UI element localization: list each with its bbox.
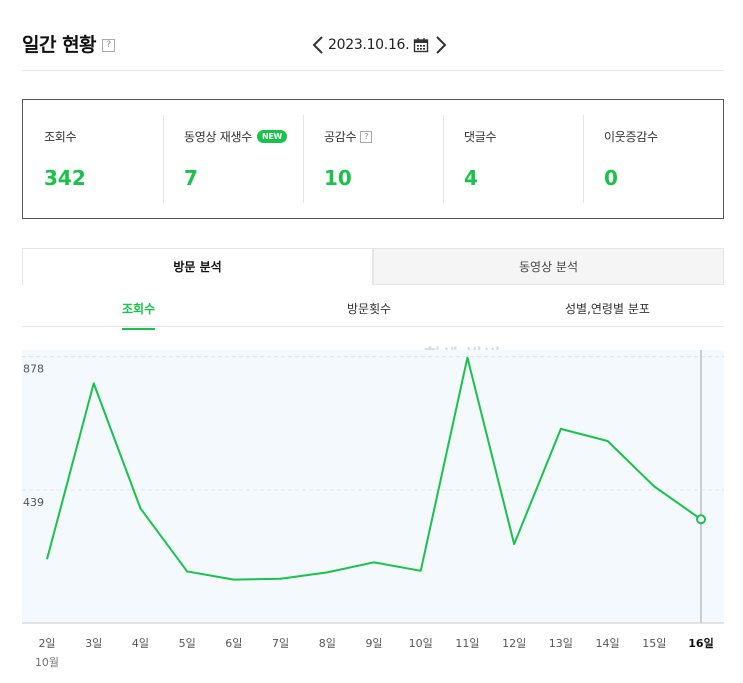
x-tick-label: 2일 xyxy=(38,636,55,650)
summary-value: 0 xyxy=(604,166,618,190)
x-tick-label: 15일 xyxy=(642,636,666,650)
chevron-right-icon xyxy=(436,36,447,54)
x-tick-label: 3일 xyxy=(85,636,102,650)
plot-area xyxy=(22,350,724,623)
summary-value: 7 xyxy=(184,166,198,190)
x-tick-label: 13일 xyxy=(549,636,573,650)
summary-label-row: 동영상 재생수 NEW xyxy=(184,128,288,145)
current-date: 2023.10.16. xyxy=(328,37,410,53)
summary-likes: 공감수 ? 10 xyxy=(303,100,443,218)
summary-label-row: 공감수 ? xyxy=(324,128,373,145)
next-date-button[interactable] xyxy=(433,34,449,56)
help-icon[interactable]: ? xyxy=(360,130,373,143)
summary-views: 조회수 342 xyxy=(23,100,163,218)
summary-label: 공감수 xyxy=(324,130,357,144)
tab-visit-analysis[interactable]: 방문 분석 xyxy=(22,248,373,285)
x-tick-label: 11일 xyxy=(455,636,479,650)
y-tick-label: 439 xyxy=(23,496,44,509)
x-tick-label: 16일 xyxy=(688,636,713,650)
summary-value: 10 xyxy=(324,166,352,190)
subtab-visit-count[interactable]: 방문횟수 xyxy=(347,302,392,316)
summary-video-plays: 동영상 재생수 NEW 7 xyxy=(163,100,303,218)
page-title-text: 일간 현황 xyxy=(22,34,97,56)
subtab-views[interactable]: 조회수 xyxy=(122,300,156,330)
x-tick-label: 12일 xyxy=(502,636,526,650)
x-tick-label: 9일 xyxy=(365,636,382,650)
x-tick-label: 7일 xyxy=(272,636,289,650)
analysis-tabs: 방문 분석 동영상 분석 xyxy=(22,248,724,285)
calendar-icon[interactable] xyxy=(413,37,429,53)
x-tick-label: 5일 xyxy=(179,636,196,650)
tab-video-analysis[interactable]: 동영상 분석 xyxy=(373,248,724,285)
views-series-line xyxy=(46,356,702,581)
prev-date-button[interactable] xyxy=(310,34,326,56)
selected-data-point xyxy=(696,514,706,525)
page-title: 일간 현황? xyxy=(22,30,116,57)
x-tick-label: 10일 xyxy=(409,636,433,650)
date-navigator: 2023.10.16. xyxy=(310,32,449,58)
metric-subtabs: 조회수 방문횟수 성별,연령별 분포 xyxy=(22,286,724,330)
x-tick-label: 4일 xyxy=(132,636,149,650)
y-tick-label: 878 xyxy=(23,363,44,376)
help-icon[interactable]: ? xyxy=(102,39,116,52)
x-tick-label: 6일 xyxy=(225,636,242,650)
subtab-gender-age[interactable]: 성별,연령별 분포 xyxy=(565,302,650,316)
summary-label: 조회수 xyxy=(44,130,77,144)
summary-neighbor-change: 이웃증감수 0 xyxy=(583,100,723,218)
summary-value: 4 xyxy=(464,166,478,190)
chevron-left-icon xyxy=(312,36,323,54)
daily-summary-panel: 조회수 342 동영상 재생수 NEW 7 공감수 ? 10 댓글수 4 이웃증… xyxy=(22,99,724,219)
x-tick-label: 8일 xyxy=(319,636,336,650)
summary-label: 댓글수 xyxy=(464,130,497,144)
daily-status-header: 일간 현황? 2023.10.16. xyxy=(22,28,724,71)
summary-value: 342 xyxy=(44,166,86,190)
summary-label: 이웃증감수 xyxy=(604,130,658,144)
new-badge: NEW xyxy=(256,130,288,143)
x-month-label: 10월 xyxy=(35,656,59,669)
x-tick-label: 14일 xyxy=(596,636,620,650)
summary-label: 동영상 재생수 xyxy=(184,130,252,144)
views-line-chart: 439 878 2일 3일 4일 5일 6일 7일 8일 9일 10일 11일 12일 13일 14일 15일… xyxy=(22,350,724,669)
summary-comments: 댓글수 4 xyxy=(443,100,583,218)
